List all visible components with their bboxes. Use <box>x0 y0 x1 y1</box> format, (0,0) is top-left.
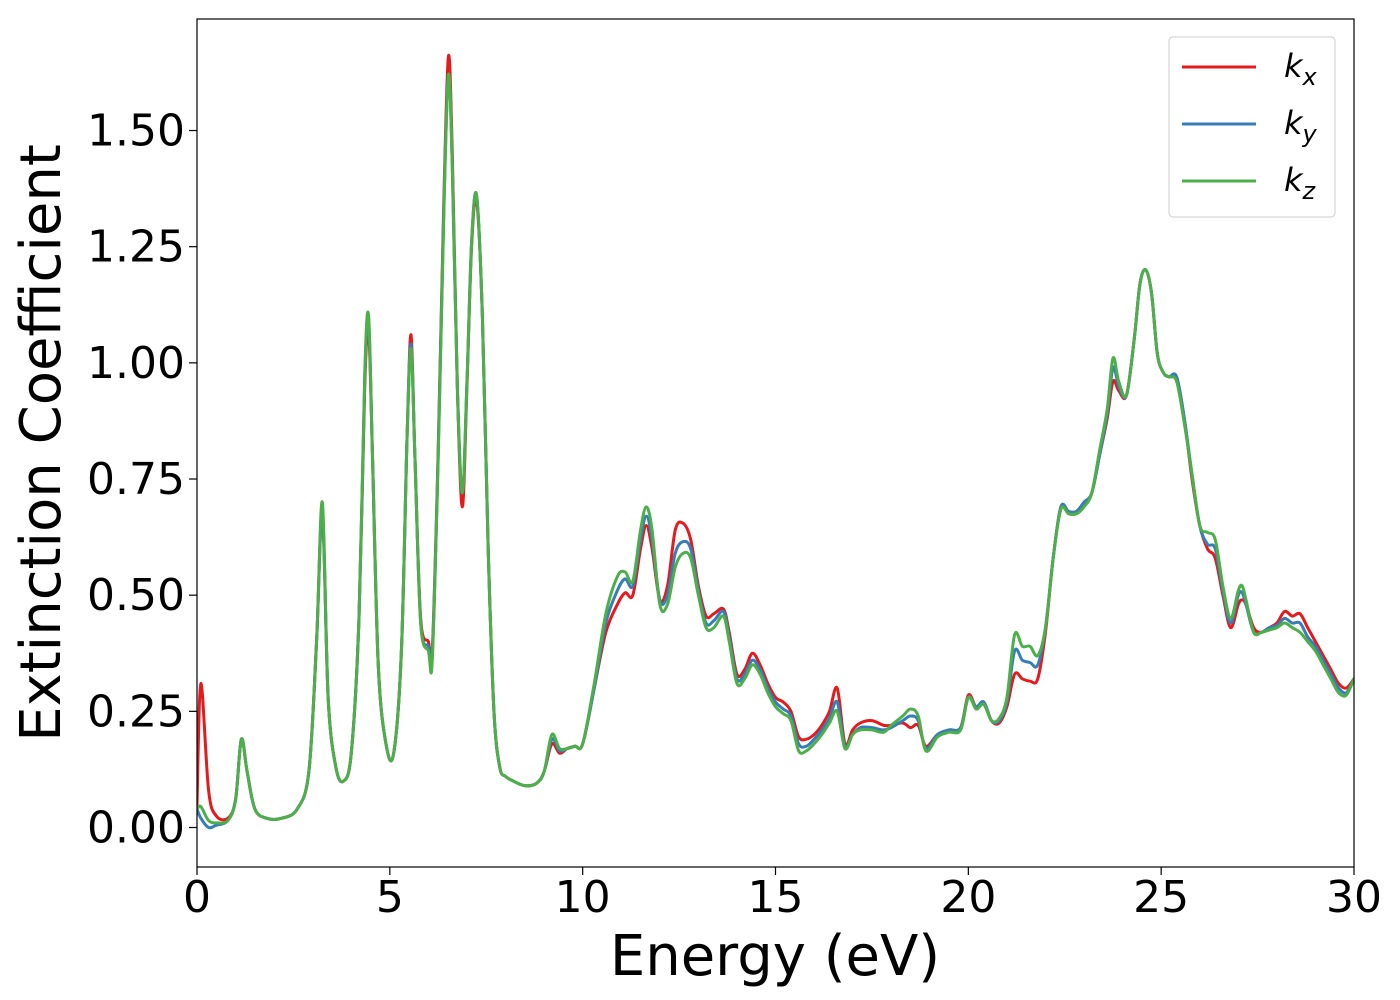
y-tick-label: 0.75 <box>87 454 185 505</box>
plot-frame <box>196 18 1355 868</box>
x-tick-label: 20 <box>940 872 996 923</box>
series-line-kz <box>197 72 1354 825</box>
legend-label-kx: kx <box>1284 47 1318 91</box>
x-tick-label: 5 <box>376 872 404 923</box>
plot-background <box>197 19 1354 867</box>
x-tick-label: 10 <box>555 872 611 923</box>
x-tick-label: 15 <box>748 872 804 923</box>
x-axis-ticks: 0 5 10 15 20 25 30 <box>183 867 1382 923</box>
x-axis-title: Energy (eV) <box>610 924 940 989</box>
legend-label-subscript: z <box>1302 177 1317 205</box>
legend-label-base: k <box>1284 104 1304 142</box>
y-axis-ticks: 0.00 0.25 0.50 0.75 1.00 1.25 1.50 <box>87 106 197 854</box>
y-tick-label: 1.50 <box>87 106 185 157</box>
y-tick-label: 0.00 <box>87 803 185 854</box>
y-tick-label: 1.25 <box>87 222 185 273</box>
series-layer <box>197 53 1354 830</box>
x-tick-label: 30 <box>1326 872 1382 923</box>
legend-label-subscript: y <box>1302 120 1318 148</box>
y-tick-label: 0.50 <box>87 570 185 621</box>
legend-label-base: k <box>1284 161 1304 199</box>
x-tick-label: 0 <box>183 872 211 923</box>
legend-label-ky: ky <box>1284 104 1318 148</box>
y-tick-label: 1.00 <box>87 338 185 389</box>
legend-box <box>1168 36 1336 218</box>
y-axis-title: Extinction Coefficient <box>9 144 74 742</box>
y-tick-label: 0.25 <box>87 686 185 737</box>
legend-label-subscript: x <box>1302 63 1318 91</box>
legend-label-kz: kz <box>1284 161 1317 205</box>
x-tick-label: 25 <box>1133 872 1189 923</box>
legend-label-base: k <box>1284 47 1304 85</box>
